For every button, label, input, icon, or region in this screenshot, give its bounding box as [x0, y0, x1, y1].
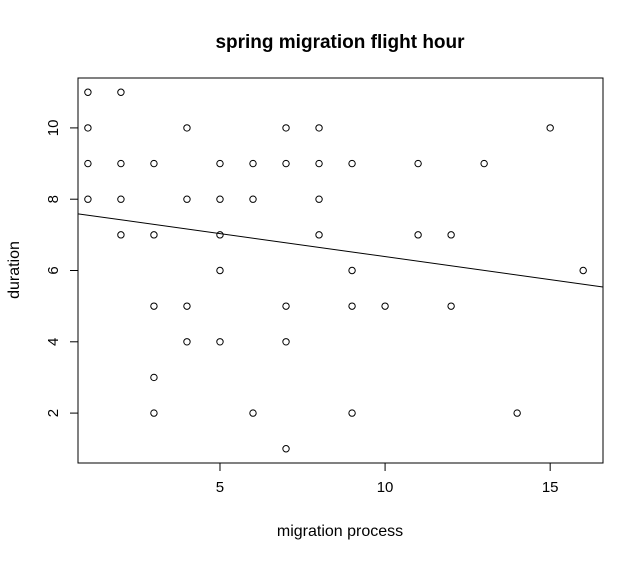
data-point [183, 338, 191, 346]
regression-line [78, 213, 603, 288]
data-point [348, 409, 356, 417]
data-point [447, 231, 455, 239]
x-tick-label: 10 [377, 479, 394, 496]
y-axis-label: duration [6, 241, 23, 299]
data-point [117, 159, 125, 168]
data-point [216, 159, 224, 168]
plot-frame [77, 77, 604, 464]
data-point [414, 159, 422, 168]
data-point [315, 159, 323, 168]
data-point [348, 159, 356, 168]
data-point [117, 231, 125, 239]
data-point [282, 159, 290, 168]
data-point [117, 195, 125, 203]
data-point [282, 124, 290, 132]
data-point [150, 302, 158, 310]
x-axis: 5 10 15 [216, 462, 559, 496]
data-point [216, 266, 224, 275]
y-tick-label: 8 [45, 195, 62, 203]
data-point [183, 124, 191, 132]
data-point [480, 159, 488, 168]
data-point [513, 409, 521, 417]
x-tick-label: 5 [216, 479, 224, 496]
data-point [84, 195, 92, 203]
data-point [216, 195, 224, 203]
data-point [315, 195, 323, 203]
data-point [84, 159, 92, 168]
data-point [381, 302, 389, 310]
data-point [216, 338, 224, 346]
data-point [183, 302, 191, 310]
y-tick-label: 10 [45, 120, 62, 137]
data-point [348, 266, 356, 275]
y-axis: 2 4 6 8 10 [45, 120, 79, 417]
data-point [249, 409, 257, 417]
data-point [84, 88, 92, 96]
data-point [348, 302, 356, 310]
data-point [150, 373, 158, 382]
plot-area [78, 88, 603, 453]
data-point [315, 231, 323, 239]
data-point [282, 302, 290, 310]
data-point [150, 409, 158, 417]
data-point [117, 88, 125, 96]
data-point [216, 231, 224, 239]
data-point [414, 231, 422, 239]
data-point [150, 231, 158, 239]
data-point [282, 338, 290, 346]
data-point [84, 124, 92, 132]
chart-title: spring migration flight hour [215, 32, 465, 53]
data-point [249, 195, 257, 203]
data-point [315, 124, 323, 132]
data-point [546, 124, 554, 132]
x-tick-label: 15 [542, 479, 559, 496]
data-point [282, 445, 290, 453]
data-point [183, 195, 191, 203]
y-tick-label: 2 [45, 409, 62, 417]
data-point [447, 302, 455, 310]
x-axis-label: migration process [277, 523, 403, 540]
y-tick-label: 4 [45, 338, 62, 346]
data-point [579, 266, 587, 275]
y-tick-label: 6 [45, 266, 62, 274]
data-point [249, 159, 257, 168]
data-point [150, 159, 158, 168]
